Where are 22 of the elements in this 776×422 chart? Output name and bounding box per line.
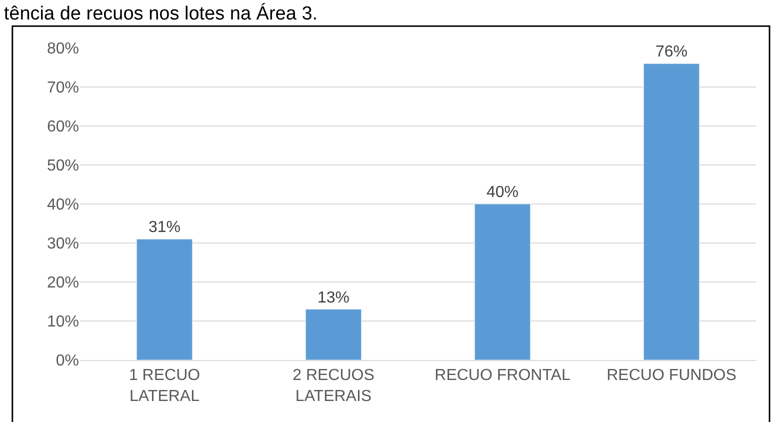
bar bbox=[136, 238, 193, 360]
data-label: 13% bbox=[317, 289, 350, 306]
y-tick-label: 80% bbox=[46, 40, 79, 58]
data-label: 31% bbox=[148, 219, 181, 236]
data-label: 40% bbox=[486, 184, 519, 201]
y-tick-label: 0% bbox=[56, 352, 79, 370]
chart-title: tência de recuos nos lotes na Área 3. bbox=[4, 2, 318, 25]
x-tick-label: 1 RECUO LATERAL bbox=[128, 367, 200, 405]
data-label: 76% bbox=[655, 44, 688, 61]
x-tick-label: RECUO FRONTAL bbox=[434, 367, 570, 384]
x-tick-label: 2 RECUOS LATERAIS bbox=[292, 367, 374, 405]
x-tick-label: RECUO FUNDOS bbox=[606, 367, 736, 384]
bar bbox=[643, 63, 700, 360]
y-tick-label: 60% bbox=[46, 118, 79, 136]
y-tick-label: 10% bbox=[46, 314, 79, 331]
bar bbox=[305, 309, 362, 360]
y-tick-label: 70% bbox=[46, 80, 79, 97]
y-tick-label: 40% bbox=[46, 196, 79, 214]
y-tick-label: 20% bbox=[46, 274, 79, 292]
bar bbox=[474, 204, 531, 360]
y-tick-label: 50% bbox=[46, 158, 79, 175]
y-tick-label: 30% bbox=[46, 236, 79, 253]
